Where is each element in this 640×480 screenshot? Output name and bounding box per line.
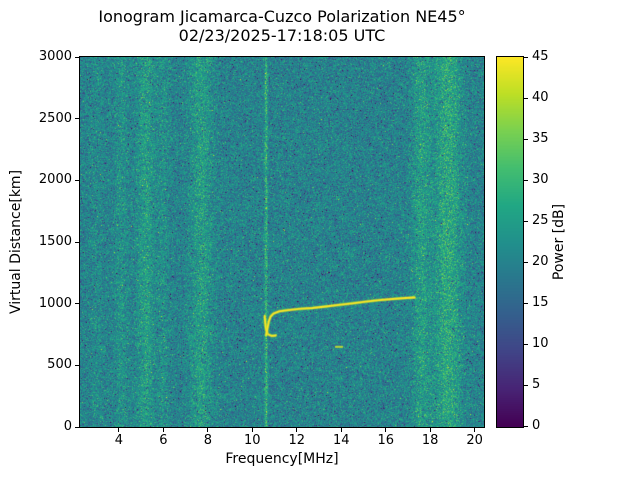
x-tick-mark [429, 428, 431, 432]
colorbar-tick-label: 10 [532, 336, 549, 351]
x-tick-label: 18 [421, 433, 439, 448]
chart-title-line2: 02/23/2025-17:18:05 UTC [178, 26, 386, 45]
y-tick-label: 3000 [38, 49, 72, 64]
y-tick-mark [75, 241, 79, 243]
colorbar-tick-label: 25 [532, 213, 549, 228]
colorbar-tick-mark [524, 343, 528, 345]
x-tick-label: 20 [466, 433, 483, 448]
x-tick-label: 4 [114, 433, 124, 448]
x-tick-mark [340, 428, 342, 432]
x-tick-mark [118, 428, 120, 432]
colorbar-tick-mark [524, 138, 528, 140]
x-tick-label: 8 [203, 433, 212, 448]
y-tick-label: 500 [47, 357, 72, 373]
x-tick-label: 12 [288, 433, 306, 448]
x-axis-label: Frequency[MHz] [225, 451, 339, 467]
colorbar-tick-mark [524, 384, 528, 386]
colorbar-tick-label: 45 [532, 49, 549, 64]
colorbar-tick-mark [524, 261, 528, 263]
colorbar-canvas [496, 56, 524, 428]
x-tick-label: 14 [332, 433, 350, 448]
colorbar-tick-mark [524, 97, 528, 99]
colorbar-label: Power [dB] [551, 203, 567, 281]
chart-title-line1: Ionogram Jicamarca-Cuzco Polarization NE… [98, 7, 466, 26]
y-tick-mark [75, 118, 79, 120]
x-tick-mark [251, 428, 253, 432]
y-tick-label: 2500 [38, 110, 72, 126]
colorbar-tick-mark [524, 302, 528, 304]
colorbar-tick-mark [524, 220, 528, 222]
colorbar-tick-mark [524, 179, 528, 181]
y-tick-label: 0 [63, 419, 72, 434]
x-tick-label: 16 [377, 433, 394, 448]
y-tick-label: 1000 [38, 295, 72, 311]
y-tick-mark [75, 56, 79, 58]
x-tick-mark [162, 428, 164, 432]
x-tick-label: 10 [244, 433, 261, 448]
x-tick-mark [207, 428, 209, 432]
y-tick-mark [75, 364, 79, 366]
heatmap-canvas [79, 56, 485, 428]
y-tick-mark [75, 426, 79, 428]
x-tick-mark [474, 428, 476, 432]
colorbar-tick-mark [524, 56, 528, 58]
colorbar-tick-label: 30 [532, 172, 549, 187]
y-tick-mark [75, 179, 79, 181]
chart-title: Ionogram Jicamarca-Cuzco Polarization NE… [80, 7, 484, 45]
y-tick-label: 2000 [38, 172, 72, 188]
colorbar-tick-label: 40 [532, 90, 549, 105]
colorbar-tick-label: 5 [532, 377, 541, 392]
x-tick-label: 6 [159, 433, 168, 448]
y-tick-mark [75, 303, 79, 305]
x-tick-mark [296, 428, 298, 432]
colorbar-tick-label: 0 [532, 418, 541, 433]
colorbar-tick-label: 35 [532, 131, 549, 146]
x-tick-mark [385, 428, 387, 432]
colorbar-tick-label: 20 [532, 254, 549, 269]
colorbar-tick-mark [524, 425, 528, 427]
y-tick-label: 1500 [38, 234, 72, 249]
colorbar-tick-label: 15 [532, 295, 549, 310]
